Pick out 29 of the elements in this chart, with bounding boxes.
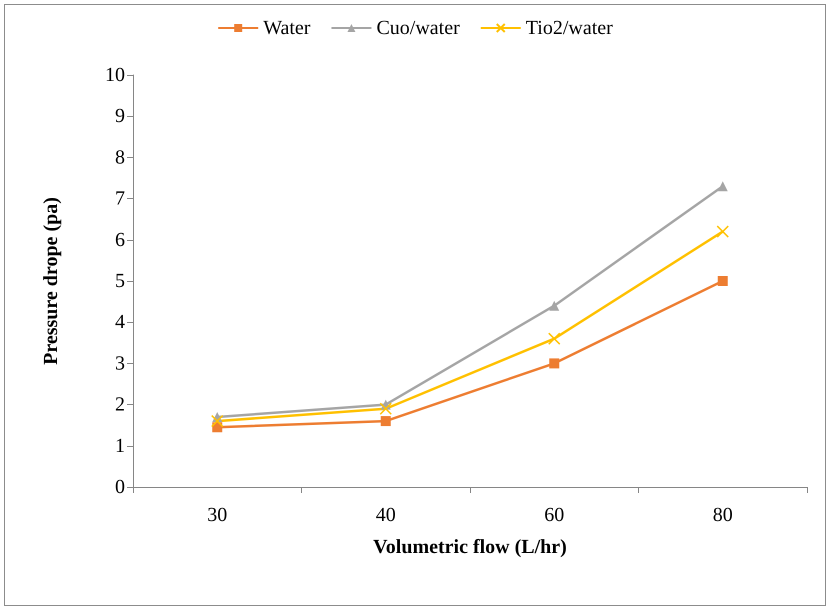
point xyxy=(548,332,560,345)
y-tick-label: 2 xyxy=(115,394,125,416)
legend-label: Water xyxy=(263,17,311,39)
y-tick-label: 10 xyxy=(105,64,125,86)
x-tick-label: 60 xyxy=(544,504,564,526)
point xyxy=(211,414,224,428)
y-tick-label: 7 xyxy=(115,188,125,210)
y-tick-label: 1 xyxy=(115,434,125,457)
point xyxy=(549,358,560,368)
y-tick-label: 5 xyxy=(115,270,125,292)
y-tick-label: 3 xyxy=(115,352,125,374)
y-tick-label: 0 xyxy=(115,476,125,498)
point xyxy=(549,300,560,311)
y-axis-title: Pressure drope (pa) xyxy=(40,197,62,365)
y-tick-label: 9 xyxy=(115,105,125,128)
point xyxy=(380,402,392,415)
legend-label: Tio2/water xyxy=(526,17,614,39)
x-tick-label: 40 xyxy=(376,504,396,526)
point xyxy=(716,225,729,238)
y-tick-label: 6 xyxy=(115,228,125,251)
x-tick-label: 80 xyxy=(712,504,733,526)
point xyxy=(380,416,391,426)
legend-label: Cuo/water xyxy=(376,17,460,39)
y-tick-label: 8 xyxy=(115,146,125,168)
point xyxy=(718,276,728,286)
y-tick-label: 4 xyxy=(115,311,125,334)
x-axis-title: Volumetric flow (L/hr) xyxy=(373,536,567,558)
point xyxy=(718,181,728,192)
x-tick-label: 30 xyxy=(207,504,228,526)
